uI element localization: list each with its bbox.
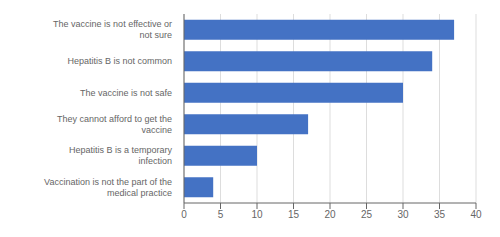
svg-text:10: 10	[251, 209, 263, 220]
svg-text:15: 15	[288, 209, 300, 220]
svg-text:0: 0	[181, 209, 187, 220]
svg-text:40: 40	[470, 209, 482, 220]
svg-text:Hepatitis B is a temporaryinfe: Hepatitis B is a temporaryinfection	[69, 145, 173, 166]
svg-text:20: 20	[324, 209, 336, 220]
svg-text:The vaccine is not effective o: The vaccine is not effective ornot sure	[53, 19, 172, 40]
svg-text:5: 5	[218, 209, 224, 220]
svg-text:35: 35	[434, 209, 446, 220]
svg-text:30: 30	[397, 209, 409, 220]
svg-text:Hepatitis B is not common: Hepatitis B is not common	[67, 56, 172, 66]
svg-text:25: 25	[361, 209, 373, 220]
svg-text:The vaccine is not safe: The vaccine is not safe	[80, 88, 172, 98]
svg-text:They cannot afford to get thev: They cannot afford to get thevaccine	[57, 114, 172, 135]
svg-text:Vaccination is not the part of: Vaccination is not the part of themedica…	[44, 177, 172, 198]
